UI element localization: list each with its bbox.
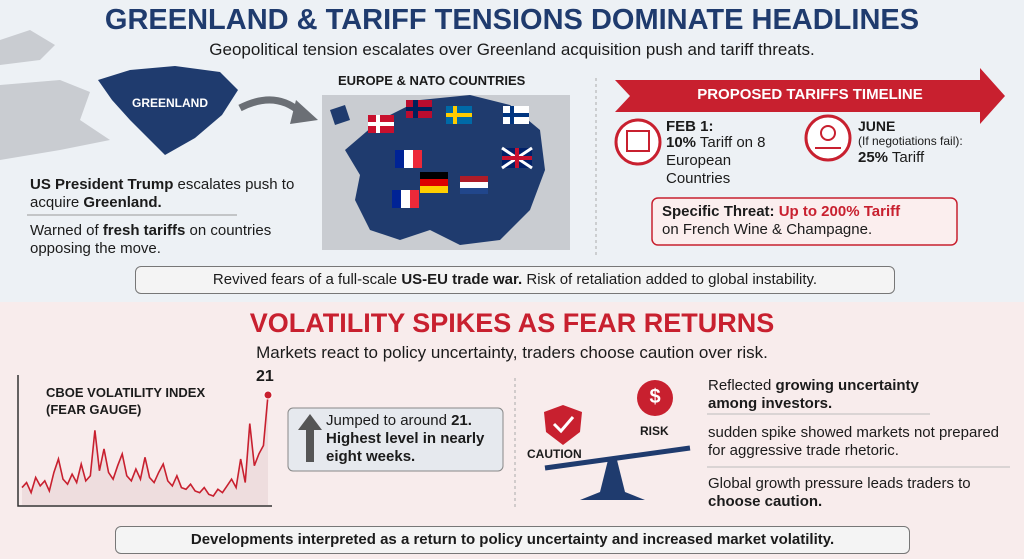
note: US President Trump escalates push to acq… [30, 176, 330, 212]
flag-part [503, 113, 529, 117]
vix-chart [21, 390, 273, 505]
flag-part [401, 190, 410, 208]
flag-part [460, 182, 488, 188]
area [22, 395, 268, 505]
text: Highest level in nearly eight weeks. [326, 430, 485, 465]
flag-part [460, 176, 488, 182]
text: growing uncertainty among investors. [708, 377, 919, 412]
text: Jumped to around [326, 412, 452, 429]
flags [368, 100, 533, 208]
shield-icon [544, 405, 582, 445]
event-date: JUNE [858, 118, 896, 134]
text: on French Wine & Champagne. [662, 221, 873, 238]
text: Global growth pressure leads traders to [708, 475, 971, 492]
arrow-head [290, 100, 318, 124]
flag-part [368, 122, 394, 126]
event-date: FEB 1: [666, 118, 714, 135]
money-icon [804, 114, 852, 162]
text: Specific Threat: [662, 203, 775, 220]
flag-part [502, 148, 532, 168]
balance-label: CAUTION [527, 447, 582, 461]
text: Tariff on 8 European Countries [666, 134, 766, 187]
flag-part [395, 150, 404, 168]
land [0, 30, 55, 65]
island [330, 105, 350, 125]
callout: Revived fears of a full-scale US-EU trad… [135, 266, 895, 294]
flag-part [420, 172, 448, 179]
text: Reflected [708, 377, 776, 394]
risk-icon [637, 380, 673, 416]
text: Revived fears of a full-scale [212, 271, 402, 288]
flag-part [446, 113, 472, 117]
end-point [263, 390, 273, 400]
text: 21. [451, 412, 472, 429]
map-label: GREENLAND [132, 96, 209, 110]
event-condition: (If negotiations fail): [858, 134, 963, 148]
land [0, 80, 110, 160]
threat-box [651, 197, 958, 246]
calendar-icon [614, 118, 662, 166]
footer: Developments interpreted as a return to … [115, 526, 910, 554]
note-box [287, 407, 504, 472]
text: Tariff [888, 149, 925, 166]
text: 10% [666, 134, 697, 151]
chart-title: CBOE VOLATILITY INDEX (FEAR GAUGE) [46, 385, 206, 417]
insight: Global growth pressure leads traders to … [708, 475, 1008, 511]
chart-axis [17, 375, 272, 507]
title: GREENLAND & TARIFF TENSIONS DOMINATE HEA… [104, 4, 920, 36]
threat: Specific Threat: Up to 200% Tariff on Fre… [662, 203, 952, 239]
text: Warned of [30, 222, 103, 239]
insight: sudden spike showed markets not prepared… [708, 424, 1018, 460]
event-detail: 10% Tariff on 8 European Countries [666, 134, 796, 188]
line [21, 394, 269, 497]
section-title: VOLATILITY SPIKES AS FEAR RETURNS [249, 308, 775, 338]
shield-check [552, 416, 575, 434]
text: fresh tariffs [102, 222, 186, 239]
text: US-EU trade war. [401, 271, 523, 288]
greenland-shape [98, 66, 238, 155]
risk-symbol: $ [649, 386, 661, 408]
money-icon-part [820, 125, 836, 141]
event-detail: 25% Tariff [858, 149, 924, 167]
text: choose caution. [708, 493, 823, 510]
text: Risk of retaliation added to global inst… [522, 271, 818, 288]
bottom-panel [0, 302, 1024, 559]
flag-part [404, 150, 413, 168]
timeline-banner [615, 68, 1005, 124]
flag-part [420, 179, 448, 186]
end-label: 21 [256, 368, 274, 385]
text: escalates push to acquire [30, 176, 295, 211]
flag-part [406, 107, 432, 111]
subtitle: Geopolitical tension escalates over Gree… [209, 40, 815, 59]
note: Warned of fresh tariffs on countries opp… [30, 222, 330, 258]
note: Jumped to around 21. Highest level in nea… [326, 412, 501, 466]
text: Greenland. [83, 194, 162, 211]
balance-label: RISK [640, 424, 669, 438]
scale-stand [580, 460, 645, 500]
section-subtitle: Markets react to policy uncertainty, tra… [256, 343, 768, 362]
text: Up to 200% Tariff [774, 203, 901, 220]
calendar-icon-part [626, 130, 650, 152]
flag-part [420, 186, 448, 193]
map-label: EUROPE & NATO COUNTRIES [338, 73, 526, 88]
flag-part [460, 188, 488, 194]
text: US President Trump [30, 176, 174, 193]
timeline-title: PROPOSED TARIFFS TIMELINE [697, 86, 923, 103]
flag-part [413, 150, 422, 168]
insight: Reflected growing uncertainty among inve… [708, 377, 968, 413]
flag-part [410, 190, 419, 208]
text: on countries opposing the move. [30, 222, 272, 257]
text: sudden spike showed markets not prepared… [708, 424, 1000, 459]
up-arrow-icon [298, 414, 322, 462]
flag-part [392, 190, 401, 208]
text: 25% [858, 149, 889, 166]
scale-beam [544, 445, 691, 471]
